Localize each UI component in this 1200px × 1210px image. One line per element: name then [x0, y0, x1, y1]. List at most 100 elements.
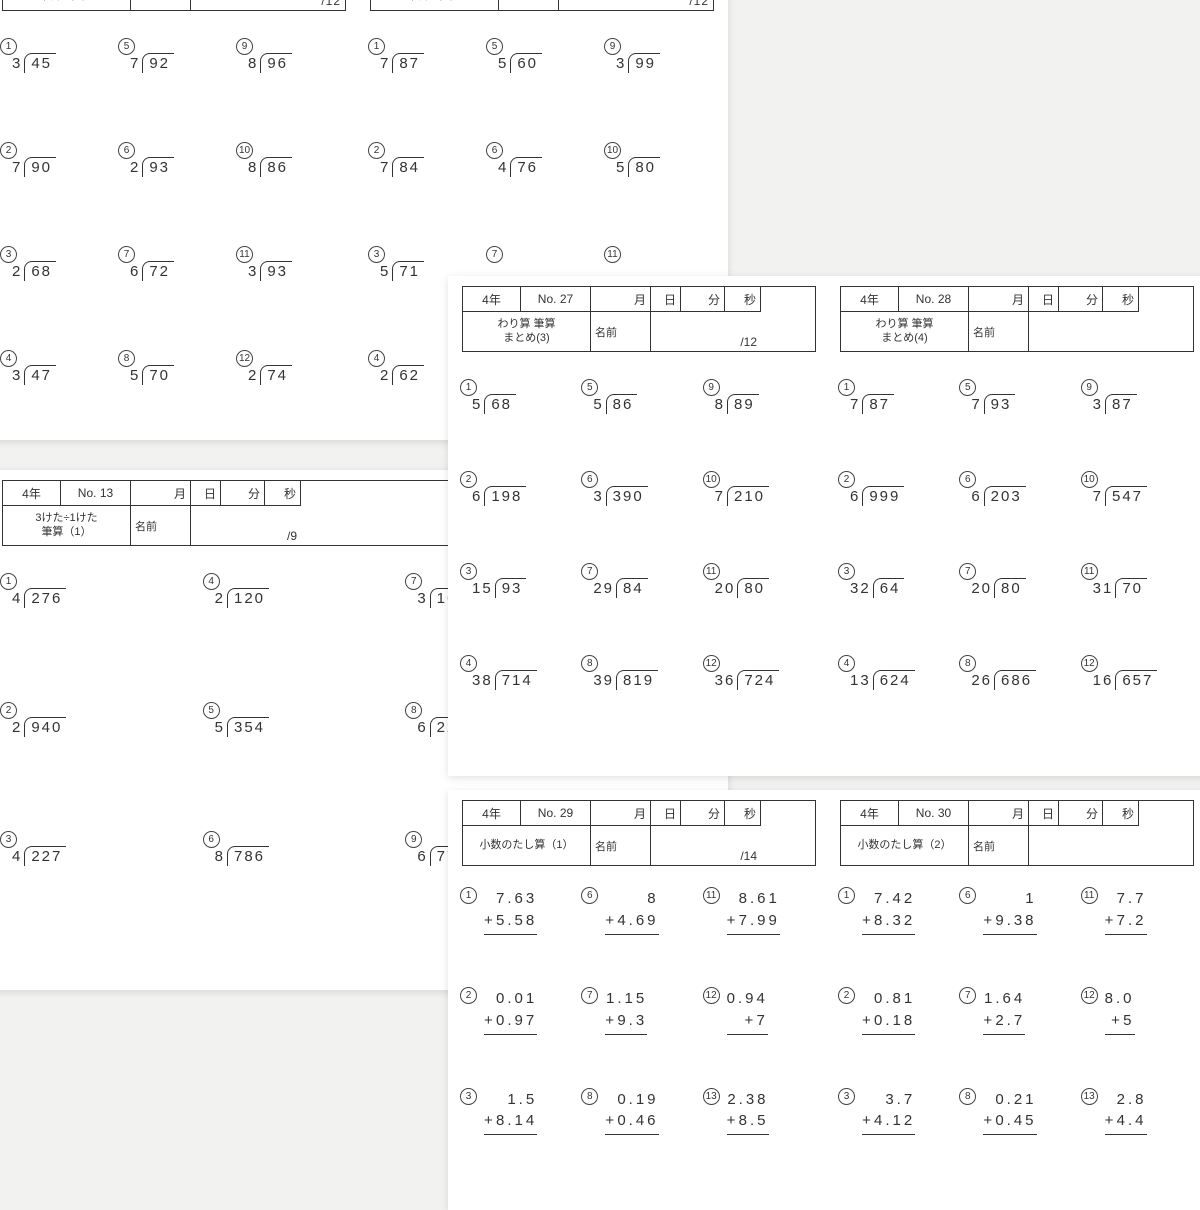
- dividend: 74: [260, 365, 292, 385]
- addition-problem: 20.81+0.18: [840, 988, 951, 1056]
- dividend: 714: [495, 670, 537, 690]
- no-label: No.: [538, 806, 557, 820]
- dividend: 68: [484, 394, 516, 414]
- problem-number: 1: [368, 37, 385, 55]
- sum-line: [605, 1034, 647, 1057]
- score-denom: /12: [651, 311, 761, 351]
- division-problem: 107547: [1083, 472, 1194, 506]
- no-val: 13: [100, 486, 113, 500]
- problem-number: 10: [703, 470, 720, 488]
- divisor: 8: [248, 55, 260, 72]
- dividend: 210: [727, 486, 769, 506]
- division-problem: 12274: [238, 351, 346, 385]
- divisor: 8: [248, 159, 260, 176]
- division-problem: 9399: [606, 39, 714, 73]
- problem-number: 6: [203, 830, 220, 848]
- plus-sign: +: [1111, 1010, 1123, 1032]
- division-problem: 22940: [2, 703, 195, 737]
- plus-sign: +: [983, 910, 995, 932]
- sum-line: [484, 1034, 537, 1057]
- division-problem: 826686: [961, 656, 1072, 690]
- plus-sign: +: [484, 1010, 496, 1032]
- divisor: 7: [12, 159, 24, 176]
- problem-number: 3: [460, 1087, 477, 1105]
- dividend: 547: [1105, 486, 1147, 506]
- sec-cell: 秒: [265, 481, 301, 505]
- addend-b: 5.58: [496, 912, 537, 929]
- page-a: 4年 No. 27 月 日 分 秒 わり算 筆算 まとめ(3) 名前 /12 1…: [462, 286, 816, 690]
- divisor: 6: [472, 488, 484, 505]
- worksheet-title-2: 筆算（1）: [41, 526, 91, 540]
- dividend: 76: [510, 157, 542, 177]
- problem-number: 6: [581, 886, 598, 904]
- no-val: 28: [938, 292, 951, 306]
- divisor: 3: [248, 263, 260, 280]
- sec-cell: 秒: [1103, 287, 1139, 311]
- problem-number: 7: [959, 562, 976, 580]
- problem-number: 2: [460, 986, 477, 1004]
- division-problem: 438714: [462, 656, 573, 690]
- worksheet-header: 4年 No. 30 月 日 分 秒 小数のたし算（2） 名前: [840, 800, 1194, 866]
- dividend: 86: [260, 157, 292, 177]
- dividend: 93: [984, 394, 1016, 414]
- problem-number: 6: [959, 470, 976, 488]
- division-problem: 5792: [120, 39, 228, 73]
- dividend: 70: [1115, 578, 1147, 598]
- division-problem: 1236724: [705, 656, 816, 690]
- dividend: 68: [24, 261, 56, 281]
- problem-number: 11: [703, 886, 720, 904]
- divisor: 20: [971, 580, 994, 597]
- grade-cell: 4年: [3, 481, 61, 505]
- sum-line: [983, 1134, 1036, 1157]
- dividend: 71: [392, 261, 424, 281]
- problem-number: 2: [838, 470, 855, 488]
- plus-sign: +: [727, 910, 739, 932]
- addend-b: 0.97: [496, 1012, 537, 1029]
- problem-number: 4: [838, 654, 855, 672]
- plus-sign: +: [862, 1110, 874, 1132]
- division-problem: 6293: [120, 143, 228, 177]
- division-problem: 1345: [2, 39, 110, 73]
- addend-b: 8.32: [874, 912, 915, 929]
- day-cell: 日: [651, 287, 681, 311]
- dividend: 87: [1105, 394, 1137, 414]
- divisor: 13: [850, 672, 873, 689]
- sum-line: [1105, 1134, 1147, 1157]
- problem-number: 10: [1081, 470, 1098, 488]
- plus-sign: +: [605, 910, 617, 932]
- division-problem: 10580: [606, 143, 714, 177]
- problem-number: 6: [118, 141, 135, 159]
- problem-number: 3: [0, 830, 17, 848]
- plus-sign: +: [727, 1110, 739, 1132]
- divisor: 6: [971, 488, 983, 505]
- addend-b: 4.69: [617, 912, 658, 929]
- addend-a: 1.5: [484, 1089, 537, 1111]
- worksheet-title-2: 筆算（4）: [407, 0, 462, 4]
- no-val: 30: [938, 806, 951, 820]
- problem-number: 11: [1081, 562, 1098, 580]
- problem-number: 11: [703, 562, 720, 580]
- addend-b: 0.46: [617, 1112, 658, 1129]
- worksheet-title-1: わり算 筆算: [875, 318, 933, 332]
- divisor: 3: [1093, 396, 1105, 413]
- problem-number: 5: [203, 701, 220, 719]
- dividend: 87: [862, 394, 894, 414]
- division-problem: 7672: [120, 247, 228, 281]
- division-problem: 14276: [2, 574, 195, 608]
- problem-number: 5: [959, 378, 976, 396]
- problem-number: 7: [959, 986, 976, 1004]
- dividend: 276: [24, 588, 66, 608]
- addition-problem: 61+9.38: [961, 888, 1072, 956]
- division-problem: 4347: [2, 351, 110, 385]
- name-label: 名前: [499, 0, 559, 10]
- month-cell: 月: [969, 801, 1029, 825]
- worksheet-title-2: まとめ(4): [881, 332, 927, 346]
- divisor: 2: [130, 159, 142, 176]
- problem-number: 12: [1081, 986, 1098, 1004]
- addend-a: 8: [605, 888, 658, 910]
- division-problem: 9387: [1083, 380, 1194, 414]
- score-denom: /12: [559, 0, 713, 10]
- addend-b: 9.3: [617, 1012, 647, 1029]
- divisor: 7: [380, 55, 392, 72]
- worksheet-header: 2けた÷1けた 筆算（4） 名前 /12: [370, 0, 714, 11]
